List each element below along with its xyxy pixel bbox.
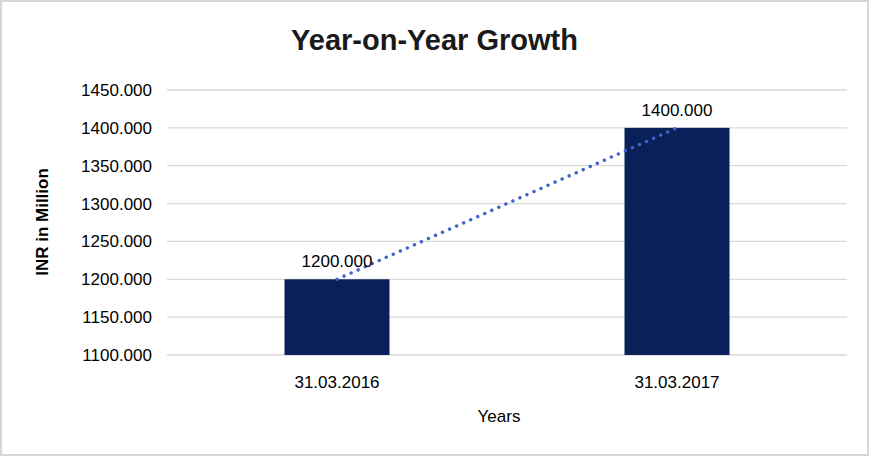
y-tick-label: 1100.000: [82, 346, 152, 365]
y-axis-title: INR in Million: [33, 122, 53, 322]
y-tick-label: 1350.000: [81, 157, 152, 176]
y-tick-label: 1400.000: [81, 119, 152, 138]
y-tick-label: 1150.000: [82, 308, 152, 327]
y-tick-label: 1250.000: [81, 232, 152, 251]
x-category-label: 31.03.2016: [294, 373, 379, 392]
x-axis-title: Years: [159, 407, 839, 427]
chart-title: Year-on-Year Growth: [2, 24, 867, 57]
bar-value-label: 1400.000: [642, 101, 713, 120]
bar: [625, 128, 730, 355]
bar: [285, 279, 390, 355]
plot-area: 1100.000 1150.000 1200.000 1250.000 1300.000…: [2, 2, 869, 456]
bar-value-label: 1200.000: [302, 252, 373, 271]
y-tick-label: 1200.000: [81, 270, 152, 289]
y-tick-label: 1300.000: [81, 195, 152, 214]
y-tick-label: 1450.000: [81, 81, 152, 100]
x-category-label: 31.03.2017: [634, 373, 719, 392]
chart-frame: 1100.000 1150.000 1200.000 1250.000 1300.000…: [0, 0, 869, 456]
